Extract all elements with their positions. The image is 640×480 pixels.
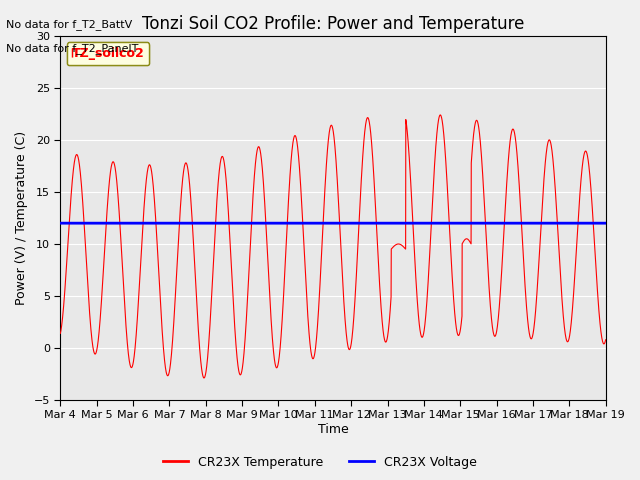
Text: No data for f_T2_BattV: No data for f_T2_BattV bbox=[6, 19, 132, 30]
Legend: CR23X Temperature, CR23X Voltage: CR23X Temperature, CR23X Voltage bbox=[159, 451, 481, 474]
Y-axis label: Power (V) / Temperature (C): Power (V) / Temperature (C) bbox=[15, 131, 28, 305]
Legend: TZ_soilco2: TZ_soilco2 bbox=[67, 42, 149, 65]
Title: Tonzi Soil CO2 Profile: Power and Temperature: Tonzi Soil CO2 Profile: Power and Temper… bbox=[142, 15, 524, 33]
Text: No data for f_T2_PanelT: No data for f_T2_PanelT bbox=[6, 43, 139, 54]
X-axis label: Time: Time bbox=[317, 423, 348, 436]
